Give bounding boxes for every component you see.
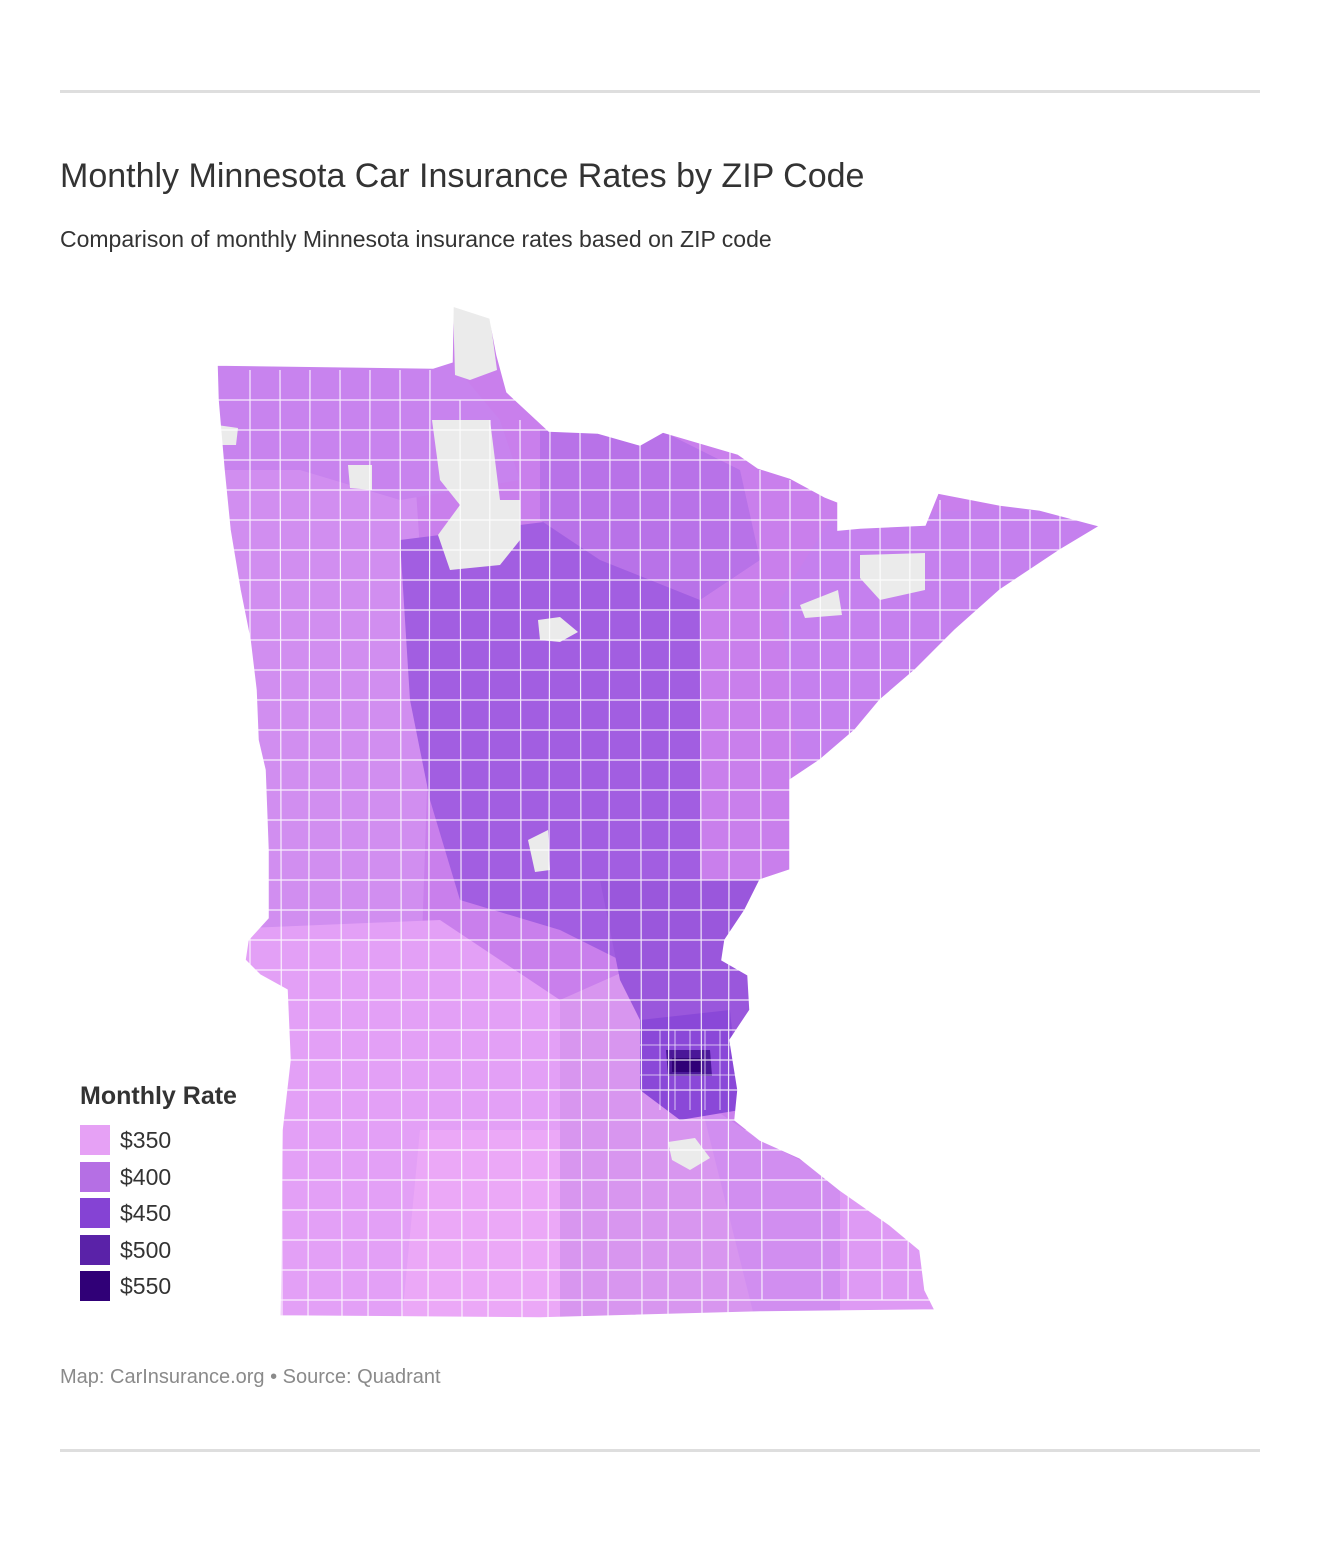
legend-swatch-550 xyxy=(80,1271,110,1302)
legend-label-350: $350 xyxy=(120,1127,172,1154)
legend-label-400: $400 xyxy=(120,1163,172,1190)
top-divider xyxy=(60,90,1260,93)
legend-label-450: $450 xyxy=(120,1200,172,1227)
no-data-area-northwest-angle xyxy=(453,306,497,380)
legend-swatch-350 xyxy=(80,1125,110,1156)
legend-swatch-450 xyxy=(80,1198,110,1229)
no-data-area-leech-lake xyxy=(538,617,578,642)
bottom-divider xyxy=(60,1449,1260,1452)
legend-title: Monthly Rate xyxy=(80,1082,237,1110)
zone-southeast-corner xyxy=(840,1190,940,1318)
no-data-area-boundary-waters xyxy=(800,590,842,618)
legend-item-450: $450 xyxy=(80,1195,237,1232)
legend-item-550: $550 xyxy=(80,1268,237,1305)
legend-swatch-500 xyxy=(80,1234,110,1265)
zone-metro-center xyxy=(672,1058,702,1072)
legend-swatch-400 xyxy=(80,1161,110,1192)
no-data-area-mille-lacs xyxy=(528,830,550,872)
legend: Monthly Rate $350 $400 $450 $500 $550 xyxy=(80,1080,237,1305)
source-credit: Map: CarInsurance.org • Source: Quadrant xyxy=(60,1366,441,1388)
no-data-area-red-lake xyxy=(432,420,520,570)
no-data-area-southeast xyxy=(668,1138,710,1170)
legend-label-550: $550 xyxy=(120,1273,172,1300)
no-data-area-northwest xyxy=(348,465,372,490)
legend-item-350: $350 xyxy=(80,1122,237,1159)
no-data-area-arrowhead xyxy=(860,553,925,600)
legend-label-500: $500 xyxy=(120,1236,172,1263)
zone-north-central xyxy=(540,430,760,600)
state-outline xyxy=(216,304,1102,1319)
legend-item-500: $500 xyxy=(80,1232,237,1269)
legend-item-400: $400 xyxy=(80,1159,237,1196)
chart-title: Monthly Minnesota Car Insurance Rates by… xyxy=(60,157,865,195)
chart-subtitle: Comparison of monthly Minnesota insuranc… xyxy=(60,226,772,252)
